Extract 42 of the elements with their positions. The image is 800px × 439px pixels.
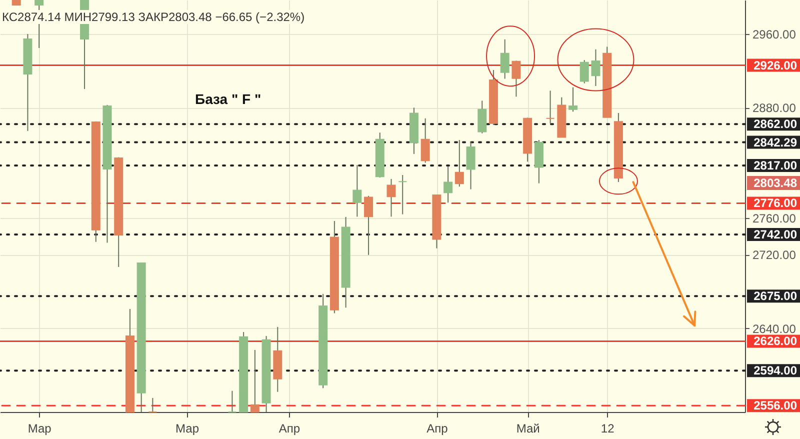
x-tick-label: Май [516, 422, 540, 436]
y-tick-label: 2720.00 [752, 248, 796, 262]
ref-line-label: 2842.29 [754, 135, 798, 150]
ref-line-label: 2926.00 [754, 58, 798, 72]
ref-line-label: 2776.00 [754, 196, 798, 210]
candlestick [512, 60, 521, 98]
candlestick [580, 60, 589, 84]
y-tick-label: 2640.00 [752, 322, 796, 336]
candlestick [398, 174, 408, 215]
text: 2803.48 [754, 176, 798, 190]
ref-line-label: 2742.00 [754, 228, 798, 242]
annotation: База " F " [195, 91, 262, 107]
candlestick [454, 139, 464, 188]
candlestick [364, 195, 374, 256]
y-tick-label: 2760.00 [752, 211, 796, 226]
x-tick-label: Мар [176, 422, 200, 436]
candlestick [444, 166, 453, 204]
ref-line-label: 2817.00 [754, 158, 798, 173]
candlestick [568, 86, 578, 112]
x-tick-label: Апр [278, 422, 300, 436]
x-tick-label: Мар [28, 422, 52, 436]
ref-line-label: 2556.00 [754, 398, 798, 413]
candlestick [228, 390, 237, 412]
candlestick [478, 100, 487, 134]
candlestick [386, 178, 396, 218]
ref-line-label: 2626.00 [754, 334, 798, 348]
x-tick-label: 12 [600, 422, 615, 436]
candlestick [148, 397, 158, 412]
y-tick-label: 2960.00 [752, 28, 796, 42]
candlestick [420, 118, 430, 164]
y-tick-label: 2880.00 [752, 101, 796, 116]
candlestick [546, 90, 555, 124]
candlestick [466, 141, 476, 190]
candlestick [250, 349, 260, 412]
candlestick [352, 164, 362, 218]
ref-line-label: 2675.00 [754, 289, 798, 304]
candlestick [500, 38, 510, 80]
annotation: КС2874.14 МИН2799.13 ЗАКР2803.48 −66.65 (−2.32%) [2, 10, 305, 24]
x-tick-label: Апр [426, 422, 448, 436]
candlestick [591, 48, 600, 86]
ref-line-label: 2862.00 [754, 117, 798, 132]
ref-line-label: 2594.00 [754, 364, 798, 378]
